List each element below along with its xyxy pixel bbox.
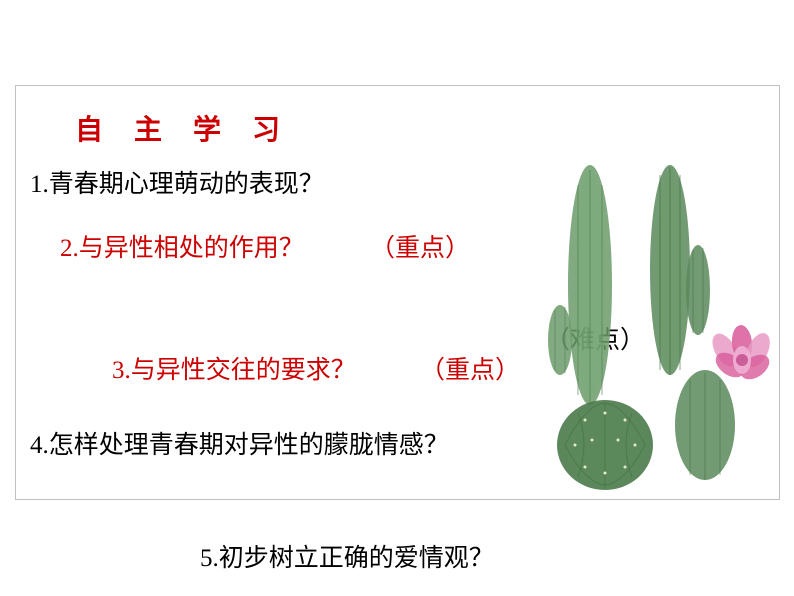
- cactus-illustration: [530, 155, 780, 495]
- question-3-mark: （重点）: [420, 350, 520, 386]
- tall-cactus-1-icon: [548, 165, 612, 405]
- short-cactus-icon: [675, 370, 735, 480]
- question-2-mark: （重点）: [370, 228, 470, 264]
- round-cactus-icon: [557, 400, 653, 490]
- page-title: 自 主 学 习: [75, 108, 292, 148]
- question-4: 4.怎样处理青春期对异性的朦胧情感？: [30, 425, 449, 461]
- question-5: 5.初步树立正确的爱情观？: [200, 538, 494, 574]
- tall-cactus-2-icon: [650, 165, 710, 375]
- question-2: 2.与异性相处的作用？: [60, 228, 304, 264]
- question-1: 1.青春期心理萌动的表现？: [30, 164, 324, 200]
- question-3: 3.与异性交往的要求？: [112, 350, 356, 386]
